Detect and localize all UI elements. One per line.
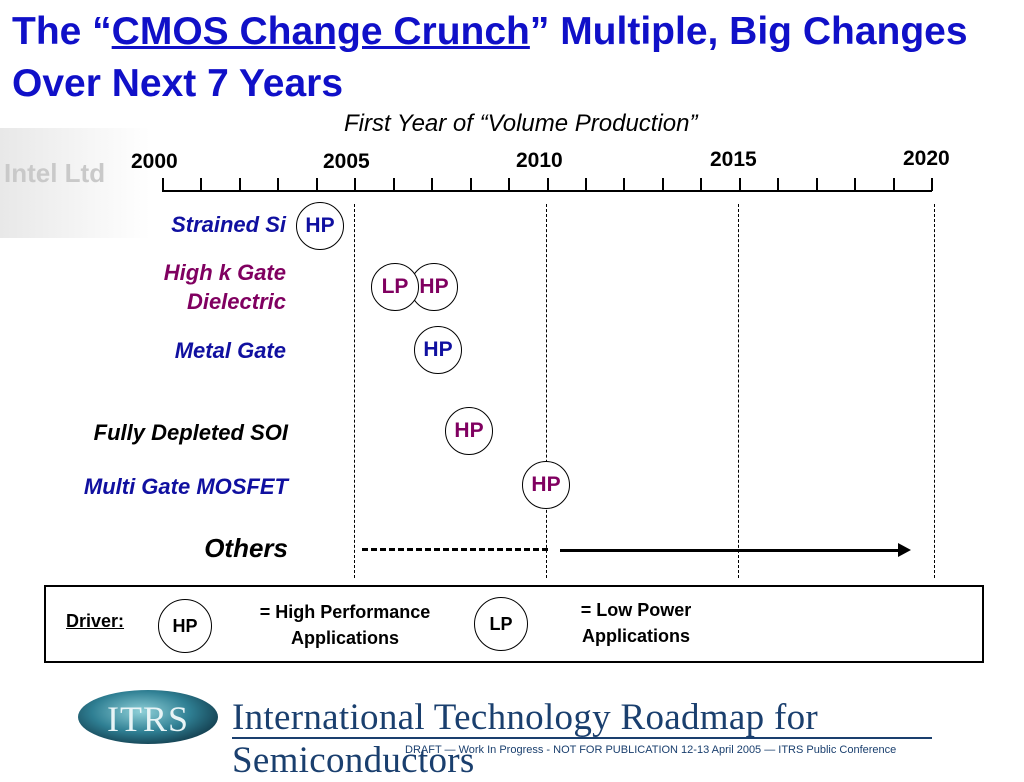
row-label-fd-soi: Fully Depleted SOI	[93, 420, 288, 445]
footer-note: DRAFT — Work In Progress - NOT FOR PUBLI…	[405, 744, 897, 756]
reference-line-2010	[546, 204, 547, 578]
axis-tick	[200, 178, 203, 191]
year-label-2015: 2015	[710, 148, 757, 171]
title-highlight: CMOS Change Crunch	[111, 10, 530, 53]
marker-multi-gate-hp: HP	[522, 461, 570, 509]
footer-org-name: International Technology Roadmap for Sem…	[232, 697, 818, 781]
axis-tick	[162, 178, 164, 191]
legend-lp-badge: LP	[474, 597, 528, 651]
legend-hp-text: = High Performance Applications	[259, 602, 431, 648]
marker-strained-si-hp: HP	[296, 202, 344, 250]
footer-divider	[232, 737, 932, 739]
chart-title: First Year of “Volume Production”	[344, 110, 698, 137]
marker-high-k-lp: LP	[371, 263, 419, 311]
year-label-2000: 2000	[131, 150, 178, 173]
row-label-others: Others	[204, 533, 288, 563]
background-watermark: Intel Ltd	[0, 128, 150, 238]
year-label-2010: 2010	[516, 149, 563, 172]
marker-high-k-hp: HP	[410, 263, 458, 311]
marker-metal-gate-hp: HP	[414, 326, 462, 374]
others-solid-range	[560, 549, 900, 552]
row-label-multi-gate: Multi Gate MOSFET	[83, 474, 288, 499]
page-title: The “CMOS Change Crunch” Multiple, Big C…	[12, 10, 968, 105]
reference-line-2020	[934, 204, 935, 578]
axis-tick	[892, 178, 895, 191]
row-label-metal-gate: Metal Gate	[174, 338, 286, 363]
others-arrowhead	[898, 543, 911, 557]
axis-tick	[661, 178, 664, 191]
axis-tick	[777, 178, 780, 191]
row-label-high-k: High k Gate Dielectric	[163, 260, 286, 314]
legend-hp-badge: HP	[158, 599, 212, 653]
timeline-axis	[162, 190, 932, 192]
axis-tick	[354, 178, 357, 191]
axis-tick	[738, 178, 741, 191]
axis-tick	[584, 178, 587, 191]
others-dashed-range	[362, 548, 548, 551]
reference-line-2005	[354, 204, 355, 578]
axis-tick	[546, 178, 549, 191]
axis-tick	[392, 178, 395, 191]
axis-tick	[931, 178, 933, 191]
reference-line-2015	[738, 204, 739, 578]
axis-tick	[623, 178, 626, 191]
marker-fd-soi-hp: HP	[445, 407, 493, 455]
axis-tick	[854, 178, 857, 191]
axis-tick	[815, 178, 818, 191]
legend-box: Driver: HP = High Performance Applicatio…	[44, 585, 984, 663]
axis-tick	[469, 178, 472, 191]
axis-tick	[315, 178, 318, 191]
year-label-2020: 2020	[903, 147, 950, 170]
legend-driver-label: Driver:	[66, 611, 125, 631]
axis-tick	[700, 178, 703, 191]
year-label-2005: 2005	[323, 150, 370, 173]
axis-tick	[431, 178, 434, 191]
itrs-logo: ITRS	[78, 690, 218, 744]
axis-tick	[238, 178, 241, 191]
axis-tick	[277, 178, 280, 191]
axis-tick	[508, 178, 511, 191]
legend-lp-text: = Low Power Applications	[580, 600, 692, 646]
row-label-strained-si: Strained Si	[171, 212, 286, 237]
